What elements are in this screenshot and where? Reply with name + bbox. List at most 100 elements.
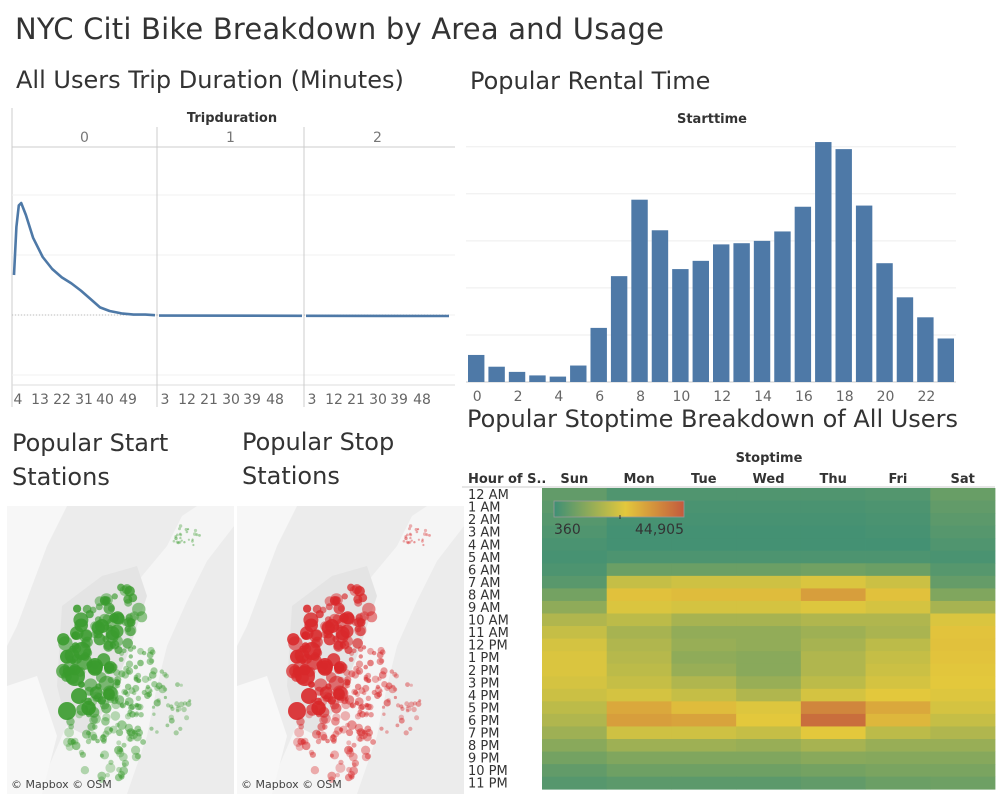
station-marker[interactable] <box>332 635 340 643</box>
station-marker[interactable] <box>355 729 361 735</box>
station-marker[interactable] <box>357 736 363 742</box>
station-marker[interactable] <box>128 654 133 659</box>
heat-cell[interactable] <box>930 525 996 539</box>
station-marker[interactable] <box>423 528 428 533</box>
station-marker[interactable] <box>98 776 105 783</box>
station-marker[interactable] <box>317 658 333 674</box>
heat-cell[interactable] <box>930 613 996 627</box>
station-marker[interactable] <box>413 541 416 544</box>
bar-hour-0[interactable] <box>468 354 485 382</box>
station-marker[interactable] <box>118 752 128 762</box>
station-marker[interactable] <box>92 724 98 730</box>
heat-cell[interactable] <box>930 538 996 552</box>
station-marker[interactable] <box>389 669 394 674</box>
bar-hour-5[interactable] <box>570 365 587 382</box>
station-marker[interactable] <box>322 695 330 702</box>
station-marker[interactable] <box>155 730 159 734</box>
station-marker[interactable] <box>364 703 372 711</box>
heat-cell[interactable] <box>671 563 737 577</box>
station-marker[interactable] <box>175 540 179 544</box>
heat-cell[interactable] <box>736 525 802 539</box>
bar-hour-7[interactable] <box>610 276 628 382</box>
station-marker[interactable] <box>136 611 148 623</box>
station-marker[interactable] <box>175 705 182 712</box>
station-marker[interactable] <box>381 681 388 688</box>
station-marker[interactable] <box>145 684 151 690</box>
station-marker[interactable] <box>363 712 369 718</box>
duration-line-0[interactable] <box>12 201 156 317</box>
heat-cell[interactable] <box>736 488 802 501</box>
station-marker[interactable] <box>133 732 142 742</box>
station-marker[interactable] <box>383 699 391 707</box>
station-marker[interactable] <box>71 688 87 704</box>
station-marker[interactable] <box>325 683 332 690</box>
station-marker[interactable] <box>354 713 362 720</box>
station-marker[interactable] <box>137 659 144 667</box>
station-marker[interactable] <box>95 619 109 633</box>
station-marker[interactable] <box>131 745 141 755</box>
station-marker[interactable] <box>93 633 106 646</box>
heat-cell[interactable] <box>930 701 996 715</box>
station-marker[interactable] <box>107 676 115 684</box>
station-marker[interactable] <box>320 734 328 741</box>
station-marker[interactable] <box>85 738 92 745</box>
station-marker[interactable] <box>146 651 154 659</box>
station-marker[interactable] <box>134 702 139 708</box>
heat-cell[interactable] <box>800 563 866 577</box>
station-marker[interactable] <box>114 679 121 686</box>
station-marker[interactable] <box>385 682 393 690</box>
heat-cell[interactable] <box>606 739 672 752</box>
station-marker[interactable] <box>191 538 194 541</box>
station-marker[interactable] <box>165 723 170 728</box>
station-marker[interactable] <box>362 684 370 692</box>
station-marker[interactable] <box>147 676 152 681</box>
station-marker[interactable] <box>87 658 103 674</box>
station-marker[interactable] <box>124 683 132 690</box>
bar-hour-12[interactable] <box>713 244 730 382</box>
station-marker[interactable] <box>351 688 358 696</box>
station-marker[interactable] <box>428 534 431 537</box>
station-marker[interactable] <box>169 704 174 709</box>
station-marker[interactable] <box>134 711 139 716</box>
station-marker[interactable] <box>334 726 343 735</box>
station-marker[interactable] <box>345 722 350 728</box>
station-marker[interactable] <box>193 528 198 533</box>
heat-cell[interactable] <box>930 663 996 677</box>
station-marker[interactable] <box>421 539 424 543</box>
bar-hour-15[interactable] <box>774 231 791 382</box>
station-marker[interactable] <box>354 697 364 707</box>
heat-cell[interactable] <box>930 713 996 727</box>
station-marker[interactable] <box>348 752 358 762</box>
station-marker[interactable] <box>158 685 167 694</box>
station-marker[interactable] <box>405 540 409 544</box>
bar-hour-4[interactable] <box>549 376 567 382</box>
heat-cell[interactable] <box>671 600 737 614</box>
heat-cell[interactable] <box>865 525 931 539</box>
heat-cell[interactable] <box>865 638 931 652</box>
station-marker[interactable] <box>100 750 110 760</box>
station-marker[interactable] <box>187 528 190 531</box>
station-marker[interactable] <box>107 696 115 704</box>
heat-cell[interactable] <box>800 776 866 790</box>
heat-cell[interactable] <box>865 676 931 690</box>
station-marker[interactable] <box>322 691 332 702</box>
bar-hour-8[interactable] <box>631 199 648 382</box>
heat-cell[interactable] <box>606 638 672 652</box>
station-marker[interactable] <box>317 722 326 731</box>
station-marker[interactable] <box>422 543 425 547</box>
heat-cell[interactable] <box>800 713 866 727</box>
station-marker[interactable] <box>179 536 182 540</box>
bar-hour-9[interactable] <box>651 230 669 382</box>
station-marker[interactable] <box>133 664 138 670</box>
heat-cell[interactable] <box>736 776 802 790</box>
station-marker[interactable] <box>87 722 96 731</box>
heat-cell[interactable] <box>671 751 737 765</box>
station-marker[interactable] <box>111 593 118 600</box>
heat-cell[interactable] <box>800 575 866 589</box>
heat-cell[interactable] <box>671 513 737 527</box>
station-marker[interactable] <box>85 711 92 718</box>
heat-cell[interactable] <box>606 726 672 740</box>
station-marker[interactable] <box>121 671 129 679</box>
station-marker[interactable] <box>344 696 349 702</box>
station-marker[interactable] <box>306 703 319 716</box>
